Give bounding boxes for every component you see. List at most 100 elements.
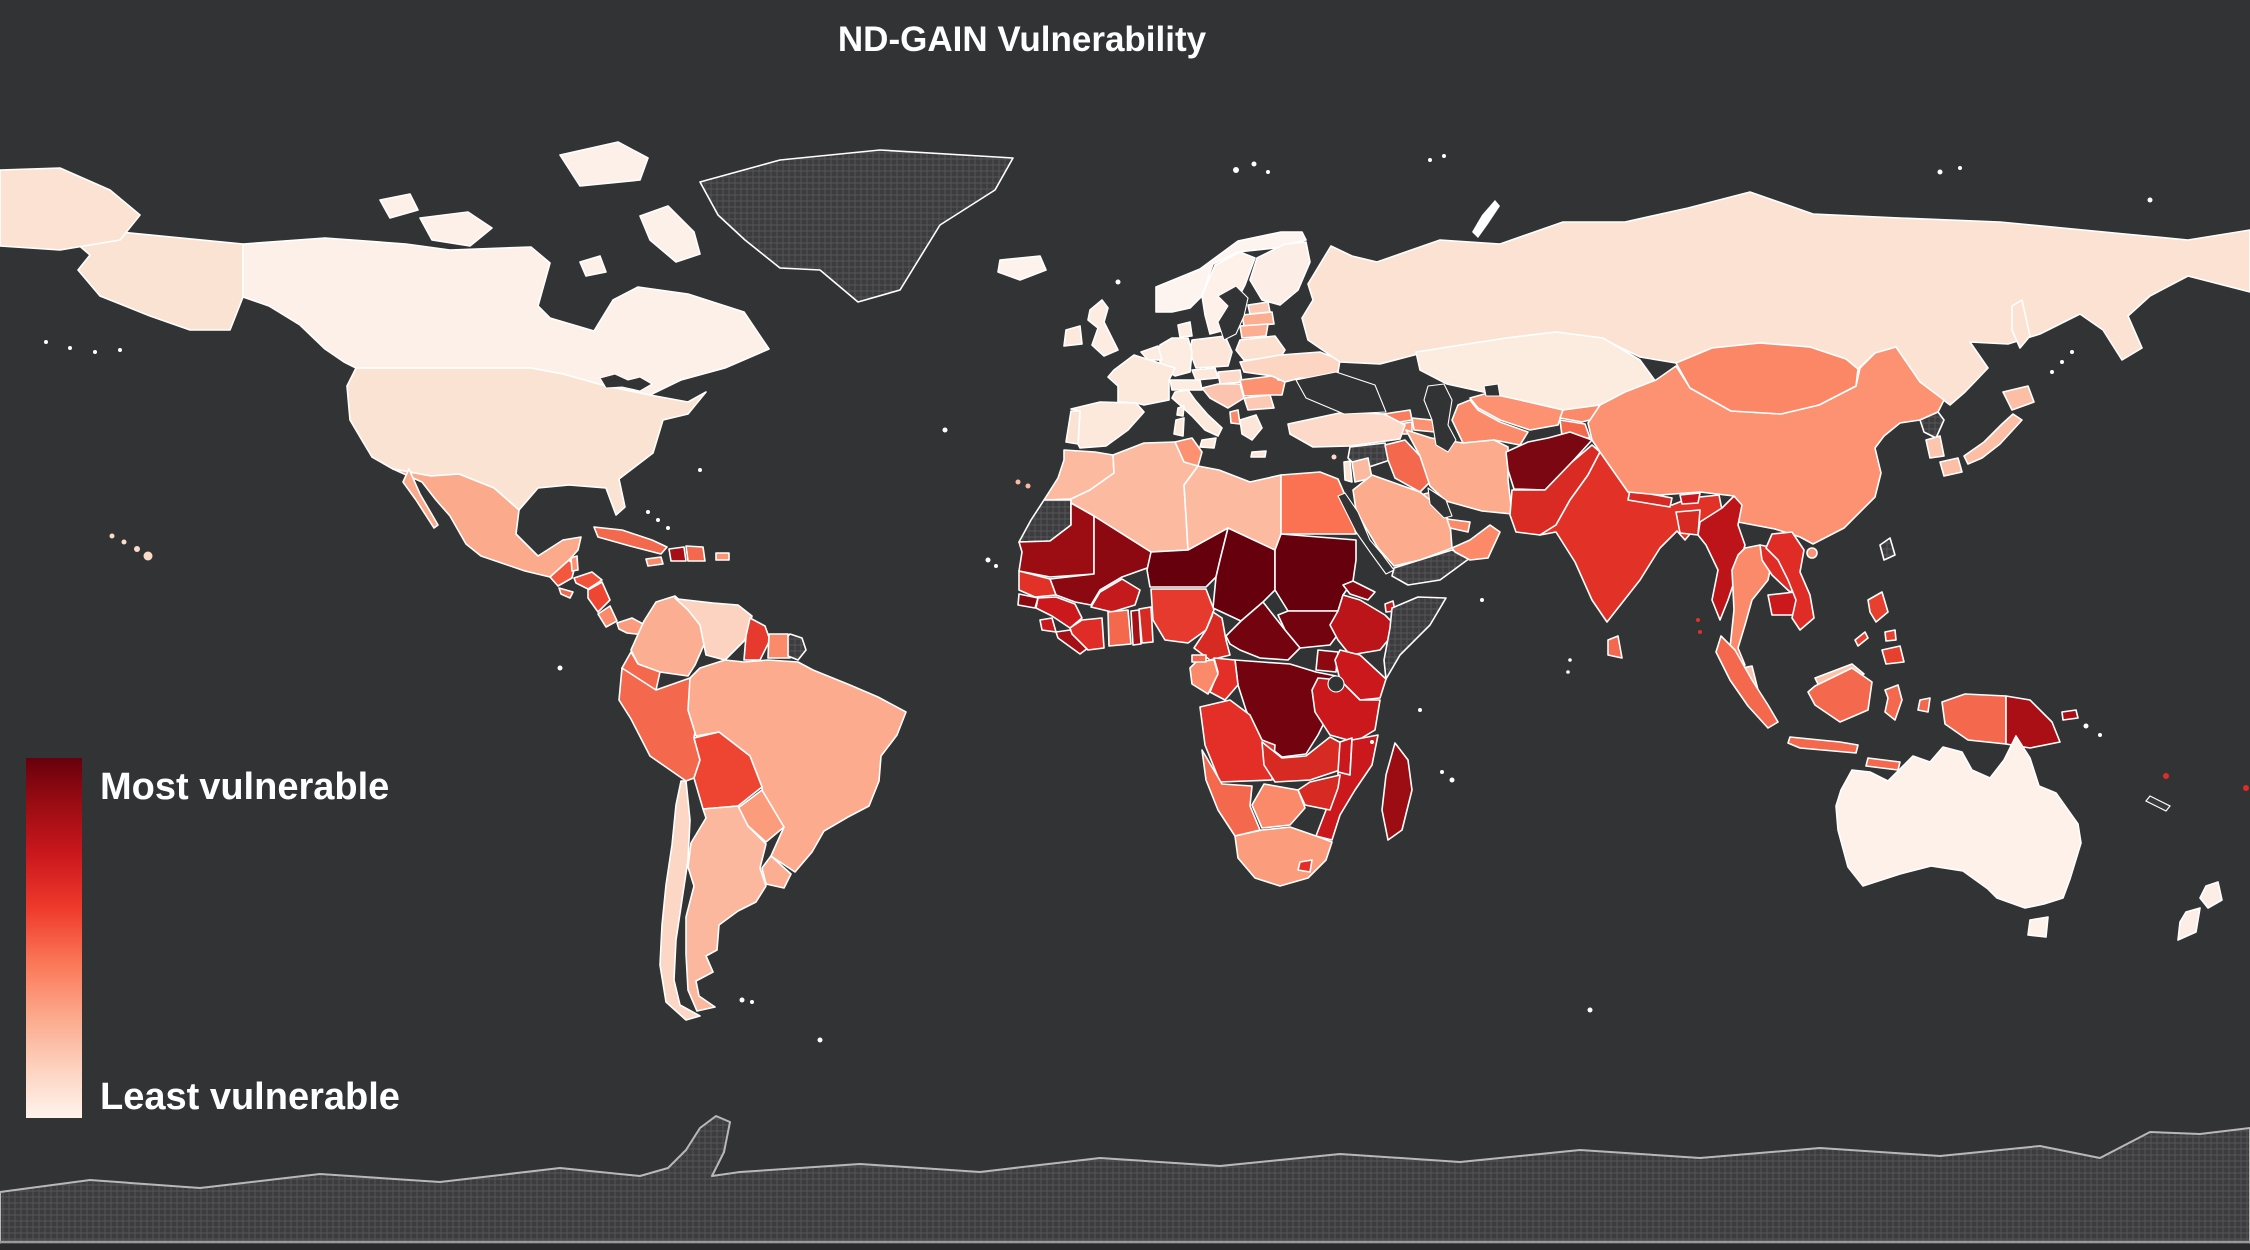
- country-ivory-coast[interactable]: [1069, 617, 1105, 651]
- country-somalia-nodata[interactable]: [1383, 596, 1447, 680]
- country-poland[interactable]: [1189, 335, 1233, 369]
- country-madagascar[interactable]: [1381, 742, 1413, 841]
- country-costa-rica[interactable]: [597, 605, 618, 628]
- country-canada-baffin[interactable]: [639, 205, 701, 263]
- country-albania[interactable]: [1229, 409, 1241, 425]
- country-austria-switzerland[interactable]: [1169, 379, 1203, 391]
- country-philippines-luzon[interactable]: [1867, 591, 1889, 623]
- country-italy-sicily[interactable]: [1199, 437, 1217, 449]
- country-italy[interactable]: [1171, 389, 1223, 437]
- country-russia-chukotka-west[interactable]: [0, 167, 141, 251]
- country-gabon[interactable]: [1189, 659, 1219, 695]
- country-bhutan[interactable]: [1679, 492, 1701, 505]
- country-nicaragua[interactable]: [587, 581, 611, 613]
- country-bangladesh[interactable]: [1675, 509, 1701, 536]
- country-yemen-nodata[interactable]: [1391, 549, 1471, 586]
- country-south-korea[interactable]: [1925, 435, 1945, 459]
- country-guinea[interactable]: [1035, 596, 1083, 629]
- country-central-african-republic[interactable]: [1225, 601, 1301, 661]
- country-sri-lanka[interactable]: [1607, 635, 1623, 659]
- country-papua-new-guinea[interactable]: [2005, 695, 2061, 749]
- country-greece-crete[interactable]: [1250, 450, 1267, 458]
- country-uruguay[interactable]: [761, 855, 792, 889]
- country-chile[interactable]: [659, 780, 701, 1021]
- country-haiti[interactable]: [668, 546, 687, 562]
- country-equatorial-guinea[interactable]: [1191, 654, 1207, 663]
- country-jamaica[interactable]: [645, 556, 664, 567]
- antarctica-nodata[interactable]: [0, 1115, 2250, 1250]
- country-puerto-rico[interactable]: [715, 552, 730, 561]
- country-china-hainan[interactable]: [1806, 547, 1818, 559]
- country-indonesia-kalimantan[interactable]: [1807, 667, 1873, 723]
- country-canada-banks[interactable]: [379, 193, 419, 219]
- country-togo[interactable]: [1130, 609, 1142, 646]
- country-benin[interactable]: [1138, 606, 1154, 644]
- country-eritrea[interactable]: [1342, 580, 1376, 601]
- country-saudi-arabia[interactable]: [1352, 474, 1453, 567]
- country-indonesia-sumatra[interactable]: [1715, 635, 1779, 729]
- country-canada-southampton[interactable]: [579, 255, 607, 277]
- country-uganda[interactable]: [1315, 649, 1339, 673]
- country-iran[interactable]: [1405, 429, 1513, 515]
- country-indonesia-lesser-sunda[interactable]: [1865, 757, 1901, 771]
- country-belize[interactable]: [570, 555, 579, 572]
- country-iceland[interactable]: [997, 255, 1047, 281]
- country-mongolia[interactable]: [1675, 342, 1859, 415]
- country-turkey[interactable]: [1287, 411, 1406, 448]
- country-usa[interactable]: [346, 367, 707, 516]
- country-indonesia-sulawesi[interactable]: [1884, 684, 1903, 721]
- country-philippines-visayas[interactable]: [1884, 629, 1897, 642]
- country-tanzania[interactable]: [1311, 677, 1381, 743]
- country-japan-honshu[interactable]: [1963, 413, 2023, 465]
- country-suriname[interactable]: [767, 633, 791, 659]
- country-botswana[interactable]: [1251, 783, 1306, 829]
- country-spain[interactable]: [1070, 401, 1145, 449]
- country-france[interactable]: [1107, 354, 1176, 406]
- country-australia[interactable]: [1835, 735, 2082, 909]
- country-vietnam[interactable]: [1765, 531, 1815, 631]
- country-italy-sardinia[interactable]: [1173, 417, 1185, 437]
- country-liberia[interactable]: [1055, 629, 1089, 655]
- country-guinea-bissau[interactable]: [1017, 593, 1039, 609]
- country-indonesia-moluccas[interactable]: [1917, 697, 1931, 713]
- country-oman[interactable]: [1451, 524, 1501, 561]
- country-ethiopia[interactable]: [1329, 594, 1399, 656]
- country-canada[interactable]: [242, 237, 770, 396]
- country-balkans[interactable]: [1201, 383, 1245, 409]
- country-lithuania[interactable]: [1239, 323, 1269, 339]
- country-tunisia[interactable]: [1174, 437, 1203, 467]
- country-guatemala[interactable]: [549, 559, 576, 587]
- country-benelux[interactable]: [1140, 345, 1163, 361]
- country-portugal[interactable]: [1065, 410, 1081, 445]
- country-french-guiana-nodata[interactable]: [787, 633, 807, 661]
- country-sierra-leone[interactable]: [1039, 617, 1057, 633]
- country-uzbekistan[interactable]: [1469, 392, 1564, 431]
- country-philippines-palawan[interactable]: [1854, 631, 1869, 647]
- country-iraq[interactable]: [1384, 439, 1433, 493]
- country-mexico-baja[interactable]: [402, 468, 439, 529]
- country-guyana[interactable]: [743, 617, 771, 661]
- country-senegal[interactable]: [1018, 570, 1057, 598]
- country-argentina[interactable]: [685, 805, 767, 1012]
- country-afghanistan[interactable]: [1505, 431, 1593, 491]
- country-south-africa[interactable]: [1234, 826, 1333, 887]
- country-latvia[interactable]: [1241, 311, 1275, 327]
- country-ireland[interactable]: [1063, 325, 1083, 347]
- country-north-korea-nodata[interactable]: [1919, 411, 1945, 439]
- country-indonesia-papua[interactable]: [1941, 693, 2007, 745]
- country-israel[interactable]: [1343, 460, 1353, 483]
- country-ghana[interactable]: [1107, 609, 1132, 647]
- country-bulgaria[interactable]: [1243, 394, 1275, 411]
- country-russia-sakhalin[interactable]: [2011, 299, 2031, 349]
- country-greece[interactable]: [1239, 414, 1263, 441]
- country-myanmar[interactable]: [1697, 495, 1746, 621]
- country-hungary[interactable]: [1217, 369, 1243, 385]
- country-nigeria[interactable]: [1150, 588, 1215, 644]
- country-mexico[interactable]: [392, 468, 582, 578]
- country-denmark[interactable]: [1177, 321, 1193, 338]
- country-el-salvador[interactable]: [558, 587, 574, 599]
- country-finland[interactable]: [1249, 241, 1311, 306]
- country-uae[interactable]: [1446, 518, 1471, 533]
- country-cuba[interactable]: [593, 526, 668, 555]
- country-mozambique[interactable]: [1315, 734, 1379, 841]
